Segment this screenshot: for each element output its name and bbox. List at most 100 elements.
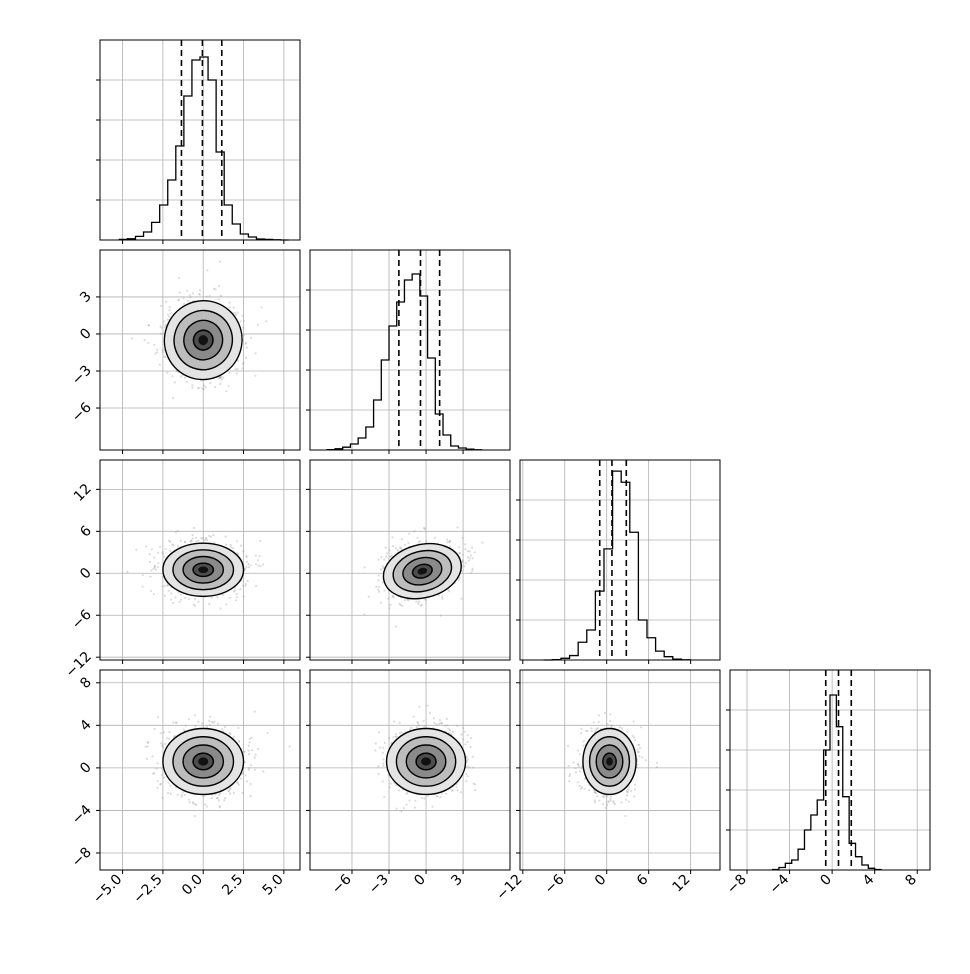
scatter-point [257,748,260,751]
scatter-point [441,597,444,601]
scatter-point [627,785,631,788]
y-tick-label: −6 [69,399,95,425]
scatter-point [448,728,451,732]
scatter-point [441,595,444,599]
scatter-point [391,595,394,598]
scatter-point [244,774,247,777]
scatter-point [405,803,408,806]
scatter-point [377,558,380,561]
scatter-point [604,806,607,810]
scatter-point [175,721,178,724]
scatter-point [458,552,461,555]
scatter-point [435,795,438,798]
scatter-point [383,795,386,798]
scatter-point [382,762,385,765]
x-tick-label: 12 [670,872,694,896]
scatter-point [626,794,629,797]
scatter-point [193,714,196,717]
scatter-point [197,720,200,724]
scatter-point [174,531,177,534]
scatter-point [583,777,587,780]
scatter-point [245,554,248,558]
scatter-point [418,540,421,543]
contour-line [192,562,215,578]
scatter-point [202,384,206,387]
scatter-point [381,751,384,754]
scatter-point [150,589,153,593]
scatter-point [262,770,265,773]
scatter-point [234,368,237,371]
scatter-point [180,795,183,798]
scatter-point [229,792,232,795]
scatter-point [398,721,401,724]
panel-content [374,704,477,813]
scatter-point [388,607,391,610]
scatter-point [197,293,200,296]
scatter-point [449,539,452,543]
scatter-point [250,736,253,739]
scatter-point [473,783,477,786]
scatter-point [219,376,222,379]
scatter-point [168,309,171,312]
scatter-point [400,538,403,541]
histogram-step [771,694,882,871]
scatter-point [183,541,186,544]
scatter-point [638,755,641,758]
x-tick-label: 6 [634,871,652,889]
scatter-point [183,376,186,379]
scatter-point [379,568,383,571]
contour-line [392,549,453,593]
scatter-point [578,785,581,788]
scatter-point [218,805,221,808]
scatter-point [156,351,159,354]
panel-content [144,710,291,818]
scatter-point [194,803,197,806]
scatter-point [377,773,380,776]
scatter-point [440,721,443,724]
scatter-point [607,801,610,804]
scatter-point [161,743,164,746]
panel-content [126,526,265,610]
scatter-point [241,362,244,366]
scatter-point [164,547,167,550]
scatter-point [395,807,398,810]
scatter-point [389,782,392,785]
scatter-point [163,584,167,587]
scatter-point [167,539,171,542]
scatter-point [214,288,217,291]
scatter-point [464,562,467,565]
scatter-point [423,797,426,800]
scatter-point [418,724,421,727]
scatter-point [217,377,220,380]
scatter-point [465,772,468,775]
scatter-point [378,586,381,589]
scatter-point [217,799,220,802]
scatter-point [641,756,644,759]
scatter-point [431,805,434,808]
density-fill [198,757,209,766]
scatter-point [602,802,605,806]
contour-line [163,300,243,381]
scatter-point [626,789,629,792]
scatter-point [235,596,238,599]
scatter-point [153,566,156,569]
scatter-point [254,753,257,756]
scatter-point [466,740,469,744]
contour-line [385,727,467,796]
scatter-point [244,582,247,586]
scatter-point [450,789,454,792]
scatter-point [414,799,417,802]
scatter-point [244,567,247,570]
scatter-point [230,545,233,548]
scatter-point [391,536,394,539]
scatter-point [257,564,260,567]
scatter-point [464,543,467,546]
scatter-point [481,541,484,544]
scatter-point [586,729,589,733]
scatter-point [438,722,442,725]
scatter-point [377,579,380,582]
scatter-point [187,718,190,721]
scatter-point [473,551,476,554]
scatter-point [593,791,596,794]
scatter-point [208,723,211,727]
